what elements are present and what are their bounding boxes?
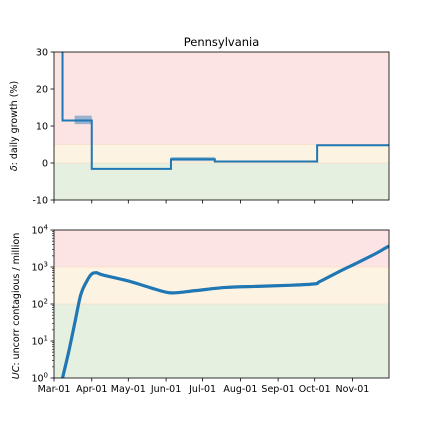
bottom-ytick-label: 102 [31,297,48,310]
top-band-1 [54,144,389,163]
xtick-label: Mar-01 [38,384,71,395]
chart-title: Pennsylvania [184,35,260,49]
top-ytick-label: 30 [36,47,48,58]
xtick-label: Oct-01 [299,384,331,395]
xtick-label: Jun-01 [150,384,181,395]
xtick-label: May-01 [111,384,146,395]
xtick-label: Nov-01 [336,384,370,395]
top-panel: -10 0 10 20 30 Pennsylvania δ: daily growth (%… [9,35,390,206]
bottom-ytick-label: 104 [31,223,48,236]
top-band-2 [54,52,389,145]
top-ytick-label: 0 [42,158,48,169]
top-y-axis-label: δ: daily growth (%) [9,81,20,171]
bottom-ytick-label: 101 [31,334,48,347]
xtick-label: Jul-01 [188,384,216,395]
xtick-label: Apr-01 [76,384,107,395]
top-ytick-label: 10 [36,121,48,132]
bottom-band-2 [54,230,389,267]
bottom-ytick-label: 103 [31,260,48,273]
xtick-label: Sep-01 [261,384,294,395]
top-ytick-label: -10 [32,195,48,206]
bottom-contagious-line [60,244,389,378]
bottom-y-axis-label: UC: uncorr contagious / million [11,233,22,380]
xtick-label: Aug-01 [223,384,257,395]
bottom-ytick-label: 100 [31,371,48,384]
top-growth-line [61,52,389,170]
bottom-band-0 [54,304,389,378]
bottom-panel: 100 101 102 103 104 Mar-01 Apr-01 May-01 Jun-01 J… [11,223,390,395]
top-ytick-label: 20 [36,84,48,95]
